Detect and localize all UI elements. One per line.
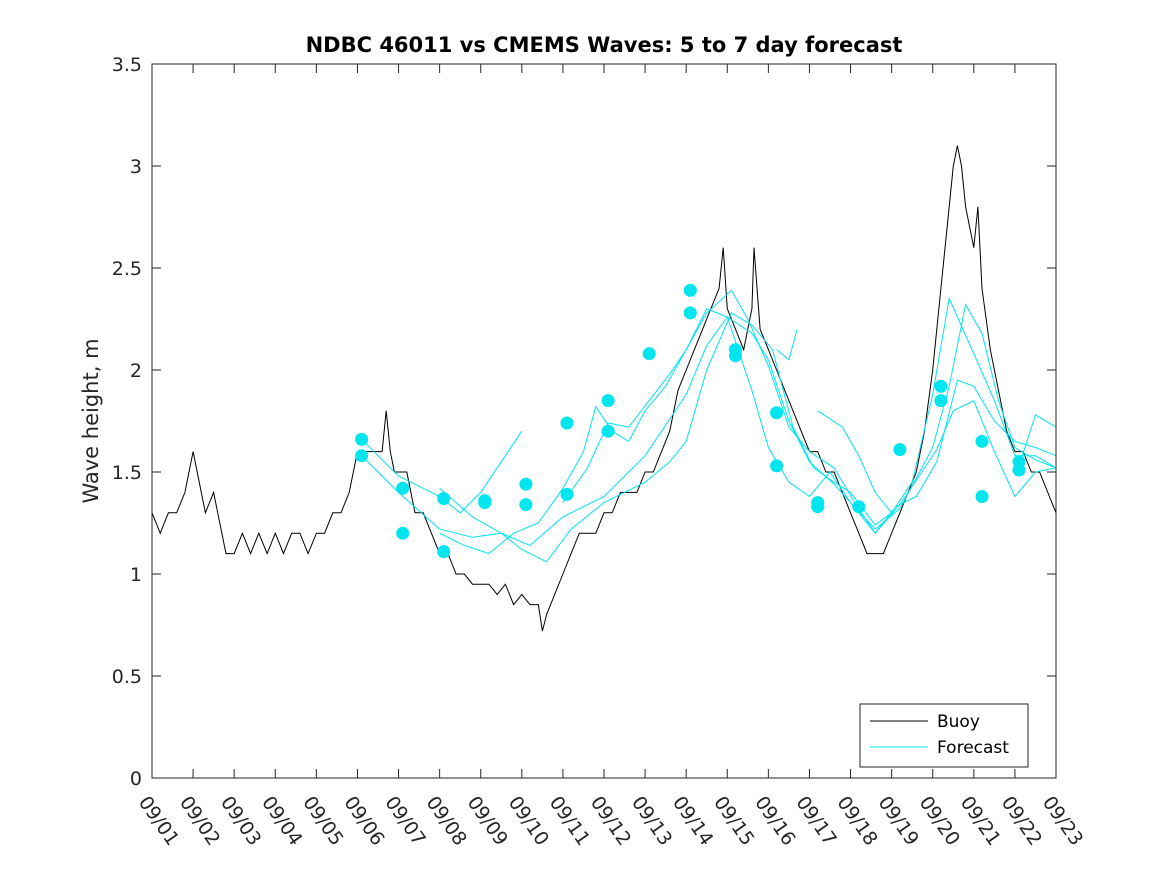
forecast-marker <box>770 406 784 420</box>
forecast-marker <box>396 481 410 495</box>
y-tick-label: 1.5 <box>112 462 142 484</box>
forecast-marker <box>478 494 492 508</box>
forecast-marker <box>934 394 948 408</box>
forecast-marker <box>1012 463 1026 477</box>
forecast-line-4 <box>439 289 1057 555</box>
forecast-marker <box>601 424 615 438</box>
forecast-marker <box>683 283 697 297</box>
forecast-line-2 <box>361 303 1057 546</box>
y-tick-label: 2 <box>130 360 142 382</box>
forecast-marker <box>811 500 825 514</box>
plot-area <box>152 64 1056 778</box>
buoy-series-line <box>151 145 1057 632</box>
forecast-marker <box>560 416 574 430</box>
forecast-line-1 <box>361 430 523 514</box>
data-layer <box>151 145 1057 632</box>
forecast-marker <box>893 443 907 457</box>
chart-title: NDBC 46011 vs CMEMS Waves: 5 to 7 day fo… <box>306 33 903 57</box>
y-tick-label: 0.5 <box>112 666 142 688</box>
forecast-marker <box>975 434 989 448</box>
forecast-marker <box>729 349 742 363</box>
forecast-line-3 <box>439 296 1057 563</box>
forecast-marker <box>355 432 369 446</box>
forecast-marker <box>601 394 615 408</box>
forecast-line-6 <box>817 410 892 514</box>
y-tick-label: 3.5 <box>112 54 142 76</box>
forecast-marker <box>560 487 574 501</box>
y-tick-label: 3 <box>130 156 142 178</box>
forecast-marker <box>934 379 948 393</box>
forecast-marker <box>975 490 989 503</box>
y-tick-label: 0 <box>130 768 142 790</box>
forecast-line-7 <box>776 329 798 361</box>
forecast-marker <box>852 500 866 514</box>
y-tick-label: 1 <box>130 564 142 586</box>
forecast-line-8 <box>1018 414 1057 467</box>
legend-forecast-label: Forecast <box>937 738 1009 758</box>
y-tick-label: 2.5 <box>112 258 142 280</box>
forecast-line-5 <box>562 308 1057 534</box>
forecast-marker <box>519 498 533 512</box>
legend: Buoy Forecast <box>859 703 1029 768</box>
forecast-marker <box>355 449 369 463</box>
forecast-marker <box>519 477 533 491</box>
forecast-marker <box>642 347 656 361</box>
legend-box <box>859 703 1029 768</box>
forecast-marker <box>437 545 451 559</box>
forecast-marker <box>396 526 410 540</box>
forecast-marker <box>770 459 784 473</box>
y-axis-label: Wave height, m <box>79 338 103 503</box>
forecast-marker <box>437 492 451 505</box>
legend-buoy-label: Buoy <box>937 712 980 732</box>
forecast-marker <box>683 306 697 320</box>
